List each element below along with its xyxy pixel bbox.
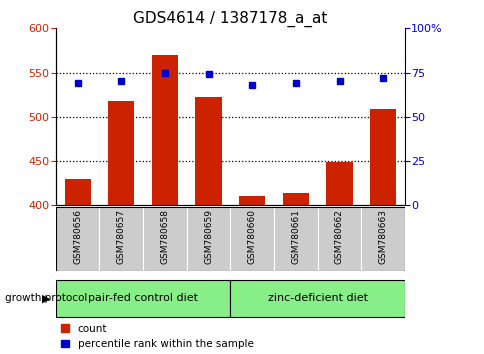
- Text: GSM780660: GSM780660: [247, 209, 256, 264]
- Text: pair-fed control diet: pair-fed control diet: [88, 293, 197, 303]
- Bar: [273, 207, 317, 271]
- Bar: [99, 207, 143, 271]
- Title: GDS4614 / 1387178_a_at: GDS4614 / 1387178_a_at: [133, 11, 327, 27]
- Text: GSM780663: GSM780663: [378, 209, 387, 264]
- Bar: [64, 179, 91, 205]
- Text: zinc-deficient diet: zinc-deficient diet: [267, 293, 367, 303]
- Bar: [326, 162, 352, 205]
- Bar: [56, 280, 230, 316]
- Text: GSM780662: GSM780662: [334, 209, 343, 264]
- Bar: [108, 101, 134, 205]
- Bar: [282, 193, 308, 205]
- Bar: [56, 207, 99, 271]
- Bar: [195, 97, 221, 205]
- Text: GSM780657: GSM780657: [117, 209, 125, 264]
- Text: GSM780659: GSM780659: [204, 209, 212, 264]
- Text: growth protocol: growth protocol: [5, 293, 87, 303]
- Text: GSM780658: GSM780658: [160, 209, 169, 264]
- Bar: [151, 55, 178, 205]
- Text: ▶: ▶: [42, 293, 51, 303]
- Bar: [186, 207, 230, 271]
- Bar: [361, 207, 404, 271]
- Legend: count, percentile rank within the sample: count, percentile rank within the sample: [61, 324, 253, 349]
- Text: GSM780656: GSM780656: [73, 209, 82, 264]
- Bar: [143, 207, 186, 271]
- Bar: [317, 207, 361, 271]
- Bar: [230, 207, 273, 271]
- Bar: [230, 280, 404, 316]
- Text: GSM780661: GSM780661: [291, 209, 300, 264]
- Bar: [239, 196, 265, 205]
- Bar: [369, 109, 395, 205]
